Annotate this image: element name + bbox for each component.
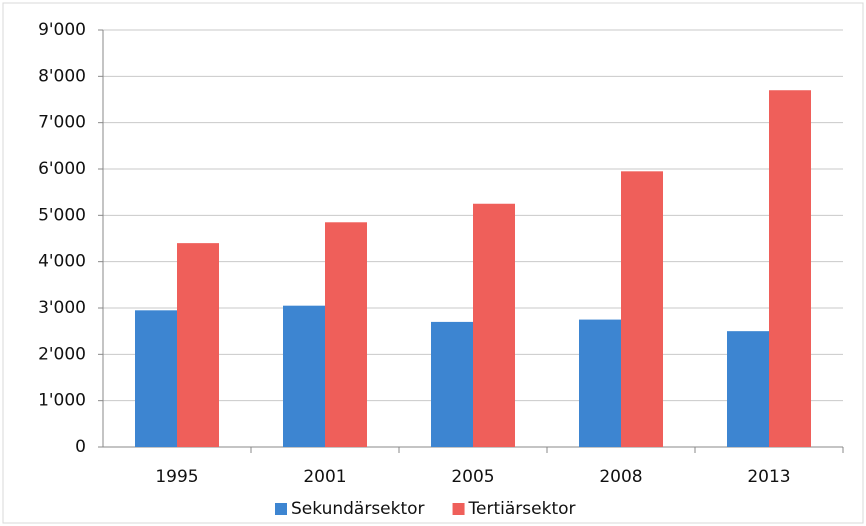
bar [283,305,325,447]
bar [325,222,367,447]
legend-swatch [275,503,287,515]
y-tick-label: 2'000 [38,344,86,364]
y-tick-label: 4'000 [38,252,86,272]
bar [769,90,811,447]
y-tick-label: 5'000 [38,205,86,225]
bar [135,310,177,447]
y-tick-label: 6'000 [38,159,86,179]
bar [177,243,219,447]
bar [473,203,515,447]
y-tick-label: 9'000 [38,20,86,40]
y-tick-label: 7'000 [38,113,86,133]
x-tick-label: 1995 [155,467,198,487]
y-tick-label: 1'000 [38,391,86,411]
legend-label: Sekundärsektor [291,499,425,519]
bar [727,331,769,447]
legend-label: Tertiärsektor [468,499,576,519]
y-tick-label: 3'000 [38,298,86,318]
x-tick-label: 2005 [451,467,494,487]
bar [579,319,621,447]
x-tick-label: 2008 [599,467,642,487]
x-tick-label: 2001 [303,467,346,487]
legend-swatch [452,503,465,515]
bar [431,321,473,447]
bar [621,171,663,448]
x-tick-label: 2013 [747,467,790,487]
y-tick-label: 8'000 [38,66,86,86]
y-tick-label: 0 [75,437,86,457]
